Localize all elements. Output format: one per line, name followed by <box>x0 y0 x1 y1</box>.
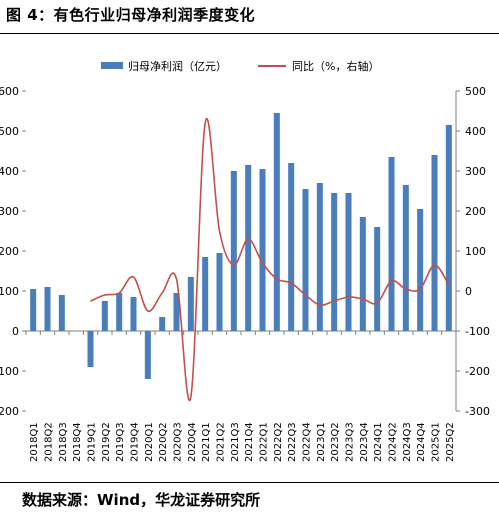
category-label: 2020Q3 <box>173 422 184 462</box>
legend-bar-swatch <box>101 62 123 69</box>
bar <box>87 331 94 367</box>
category-label: 2021Q4 <box>244 422 255 462</box>
category-label: 2020Q4 <box>187 422 198 462</box>
category-label: 2020Q1 <box>144 422 155 462</box>
category-label: 2019Q3 <box>115 422 126 462</box>
category-label: 2024Q1 <box>373 422 384 462</box>
bar <box>402 185 409 331</box>
category-label: 2023Q4 <box>359 422 370 462</box>
bar <box>30 289 37 331</box>
bar <box>173 293 180 331</box>
category-label: 2023Q3 <box>345 422 356 462</box>
right-tick-label: 400 <box>465 125 486 138</box>
category-label: 2018Q4 <box>72 422 83 462</box>
legend-bar-label: 归母净利润（亿元） <box>128 59 227 73</box>
category-label: 2023Q2 <box>330 422 341 462</box>
category-label: 2022Q1 <box>259 422 270 462</box>
bar <box>417 209 424 331</box>
left-tick-label: -100 <box>0 365 19 378</box>
left-tick-label: 500 <box>0 125 19 138</box>
left-tick-label: 100 <box>0 285 19 298</box>
category-label: 2022Q2 <box>273 422 284 462</box>
category-label: 2018Q1 <box>29 422 40 462</box>
bar <box>259 169 266 331</box>
bar <box>374 227 381 331</box>
bottom-rule <box>0 482 499 483</box>
combo-chart: 归母净利润（亿元） 同比（%，右轴） -200 -100 0 100 200 300 400… <box>0 59 490 462</box>
bar <box>316 183 323 331</box>
right-tick-label: 0 <box>465 285 472 298</box>
bar <box>216 253 223 331</box>
right-tick-label: 500 <box>465 85 486 98</box>
bar <box>58 295 65 331</box>
category-label: 2023Q1 <box>316 422 327 462</box>
legend-line-label: 同比（%，右轴） <box>292 59 379 73</box>
category-label: 2025Q2 <box>445 422 456 462</box>
category-label: 2021Q2 <box>216 422 227 462</box>
left-tick-label: 600 <box>0 85 19 98</box>
bar <box>273 113 280 331</box>
bar <box>130 297 137 331</box>
right-tick-label: -100 <box>465 325 490 338</box>
category-label: 2024Q2 <box>388 422 399 462</box>
bar <box>44 287 51 331</box>
bar <box>359 217 366 331</box>
bar <box>245 165 252 331</box>
figure-title: 图 4：有色行业归母净利润季度变化 <box>6 6 256 24</box>
bar <box>445 125 452 331</box>
bar <box>187 277 194 331</box>
category-label: 2022Q4 <box>302 422 313 462</box>
top-rule <box>0 33 499 34</box>
category-label: 2019Q4 <box>130 422 141 462</box>
bar <box>144 331 151 379</box>
category-label: 2019Q1 <box>87 422 98 462</box>
category-label: 2024Q3 <box>402 422 413 462</box>
bar <box>288 163 295 331</box>
source-note: 数据来源：Wind，华龙证券研究所 <box>22 491 261 509</box>
category-label: 2024Q4 <box>416 422 427 462</box>
bar <box>302 189 309 331</box>
right-tick-label: -300 <box>465 405 490 418</box>
category-label: 2018Q2 <box>44 422 55 462</box>
category-label: 2018Q3 <box>58 422 69 462</box>
bar <box>159 317 166 331</box>
category-label: 2025Q1 <box>431 422 442 462</box>
left-tick-label: 300 <box>0 205 19 218</box>
yoy-growth-line <box>90 118 450 402</box>
category-label: 2022Q3 <box>287 422 298 462</box>
left-tick-label: -200 <box>0 405 19 418</box>
right-tick-label: 300 <box>465 165 486 178</box>
category-label: 2019Q2 <box>101 422 112 462</box>
bar <box>388 157 395 331</box>
legend: 归母净利润（亿元） 同比（%，右轴） <box>101 59 379 73</box>
right-tick-label: 200 <box>465 205 486 218</box>
bar <box>331 193 338 331</box>
right-tick-label: 100 <box>465 245 486 258</box>
category-label: 2020Q2 <box>158 422 169 462</box>
bar <box>431 155 438 331</box>
left-tick-label: 0 <box>12 325 19 338</box>
bar <box>345 193 352 331</box>
bar <box>101 301 108 331</box>
bar <box>116 293 123 331</box>
bar <box>230 171 237 331</box>
right-tick-label: -200 <box>465 365 490 378</box>
category-label: 2021Q3 <box>230 422 241 462</box>
category-label: 2021Q1 <box>201 422 212 462</box>
plot-area: -200 -100 0 100 200 300 400 500 600 -300 -200 -100 0… <box>0 85 490 462</box>
left-tick-label: 200 <box>0 245 19 258</box>
bar <box>202 257 209 331</box>
left-tick-label: 400 <box>0 165 19 178</box>
